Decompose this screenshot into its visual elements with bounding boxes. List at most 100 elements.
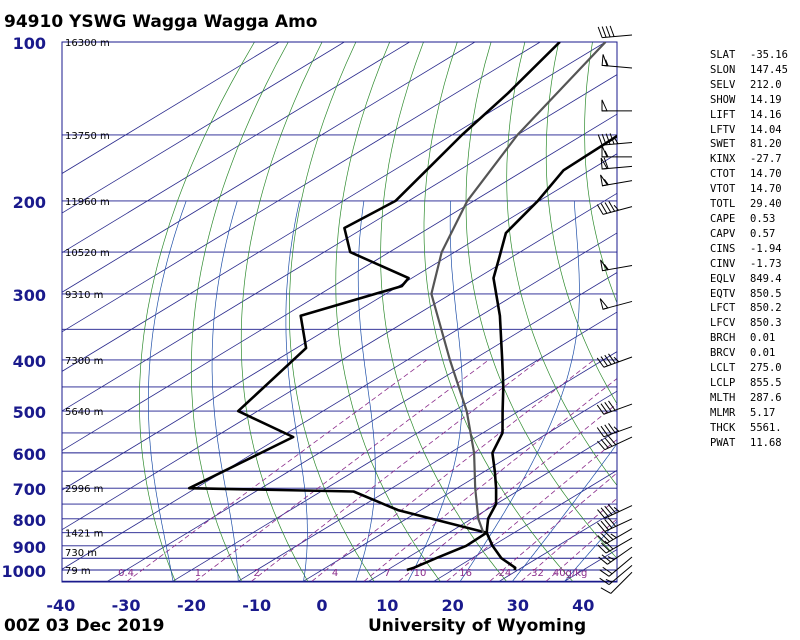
dry-adiabat [240,42,323,582]
index-value: 147.45 [750,63,788,76]
temperature-tick-label: -10 [242,596,271,615]
wind-barb [597,133,633,146]
mixing-ratio-label: 40g/kg [553,568,588,579]
wind-barb [597,435,633,451]
mixing-ratio-line [363,378,617,582]
height-label: 1421 m [65,529,103,540]
wind-barb-flag [604,401,612,412]
wind-barb [600,259,633,272]
index-name: EQLV [710,272,736,285]
wind-barb-staff [602,206,633,215]
wind-barb [601,54,633,69]
wind-barb-flag [607,504,617,514]
wind-barb [600,174,633,187]
wind-barb-staff [608,556,633,577]
index-row-eqtv: EQTV 850.5 [710,287,800,302]
index-value: 14.70 [750,183,782,196]
wind-barb-flag [599,569,610,577]
dry-adiabat [423,42,573,582]
height-label: 16300 m [65,38,110,49]
wind-barb-flag [600,439,609,449]
wind-barb-flag [598,556,608,565]
moist-adiabat [407,200,463,582]
mixing-ratio-line [311,359,595,582]
wind-barb-staff [602,141,633,146]
index-value: 275.0 [750,362,782,375]
index-name: CAPV [710,227,736,240]
index-value: 0.53 [750,212,776,225]
mixing-ratio-label: 4 [332,568,338,579]
wind-barb-flag [613,426,620,432]
wind-barb-flag [597,509,606,519]
wind-barb-flag [604,202,612,213]
wind-barb-flag [605,59,609,67]
index-row-slat: SLAT -35.16 [710,48,800,63]
index-name: CAPE [710,212,736,225]
wind-barb [600,571,633,594]
index-value: 14.70 [750,168,782,181]
index-row-cinv: CINV -1.73 [710,257,800,272]
index-row-totl: TOTL 29.40 [710,197,800,212]
index-row-ctot: CTOT 14.70 [710,167,800,182]
axes: 16300 m 13750 m 11960 m 10520 m 9310 m 7300 m… [1,34,594,615]
parcel-curve [430,42,607,534]
height-label: 10520 m [65,248,110,259]
index-row-show: SHOW 14.19 [710,93,800,108]
index-value: 29.40 [750,198,782,211]
height-label: 2996 m [65,484,103,495]
wind-barb-flag [603,263,609,270]
index-value: 5.17 [750,406,776,419]
pressure-tick-label: 900 [13,538,46,557]
wind-barb-pennant [601,99,608,112]
index-name: MLTH [710,391,736,404]
height-label: 9310 m [65,290,103,301]
wind-barb [598,546,633,565]
mixing-ratio-line [446,438,617,582]
index-name: TOTL [710,198,736,211]
isotherm [62,232,617,570]
index-value: 850.3 [750,317,782,330]
wind-barb-pennant [601,54,608,67]
wind-barb-flag [608,201,616,212]
height-label: 7300 m [65,356,103,367]
wind-barb-staff [602,34,633,39]
wind-barb-flag [597,522,606,532]
index-row-lclt: LCLT 275.0 [710,361,800,376]
index-row-lfct: LFCT 850.2 [710,301,800,316]
index-row-lftv: LFTV 14.04 [710,123,800,138]
wind-barb-flag [608,400,616,411]
wind-barb-flag [605,26,611,38]
index-name: THCK [710,421,736,434]
wind-barb [596,201,633,215]
dry-adiabat [465,42,617,559]
mixing-ratio-label: 7 [384,568,390,579]
mixing-ratio-label: 0.4 [118,568,134,579]
wind-barb-staff [603,426,633,438]
pressure-tick-label: 500 [13,403,46,422]
wind-barb [599,556,633,577]
index-row-brch: BRCH 0.01 [710,331,800,346]
dry-adiabat [335,42,441,582]
pressure-tick-label: 400 [13,352,46,371]
wind-barb-flag [596,357,605,368]
wind-barb-flag [607,517,617,527]
index-row-thck: THCK 5561. [710,421,800,436]
pressure-tick-label: 800 [13,511,46,530]
observation-time: 00Z 03 Dec 2019 [4,616,165,636]
wind-barb-flag [602,566,613,575]
height-label: 11960 m [65,197,110,208]
wind-barb [601,99,632,112]
index-row-lfcv: LFCV 850.3 [710,316,800,331]
isotherm [238,351,617,582]
dry-adiabat [545,42,617,405]
index-row-mlmr: MLMR 5.17 [710,406,800,421]
index-name: LFTV [710,123,736,136]
moist-adiabat [355,200,376,582]
wind-barb-flag [613,506,620,512]
height-label: 730 m [65,548,97,559]
wind-barb [599,298,633,310]
index-row-swet: SWET 81.20 [710,137,800,152]
dry-adiabat [139,42,255,582]
temperature-tick-label: 40 [572,596,594,615]
